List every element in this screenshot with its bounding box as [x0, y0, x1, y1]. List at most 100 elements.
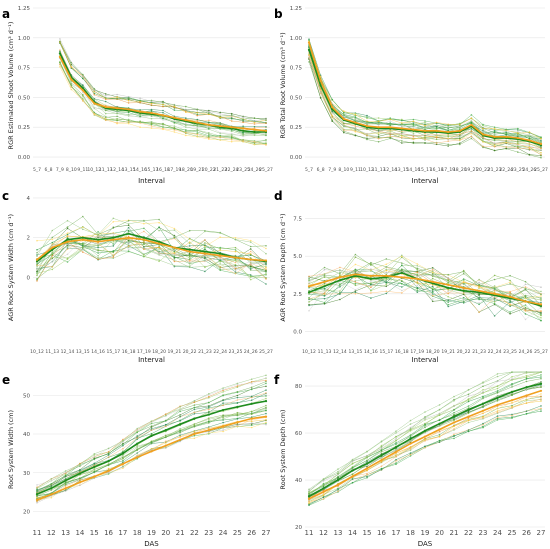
- genotype-point: [412, 141, 415, 144]
- genotype-point: [339, 283, 341, 286]
- genotype-point: [524, 306, 527, 309]
- genotype-point: [265, 395, 267, 397]
- x-tick-label: 17_19: [137, 349, 151, 355]
- genotype-point: [150, 442, 153, 445]
- genotype-point: [496, 390, 499, 392]
- genotype-point: [395, 462, 397, 464]
- genotype-point: [208, 136, 210, 138]
- genotype-point: [401, 131, 403, 134]
- genotype-point: [139, 99, 141, 102]
- genotype-point: [82, 100, 84, 102]
- mean-point: [81, 238, 84, 241]
- x-tick-label: 23: [204, 529, 213, 537]
- genotype-point: [158, 253, 160, 255]
- mean-point: [207, 123, 210, 126]
- genotype-point: [173, 254, 176, 256]
- genotype-point: [380, 440, 383, 443]
- genotype-point: [319, 91, 322, 93]
- genotype-line: [308, 266, 542, 295]
- genotype-point: [540, 151, 542, 154]
- genotype-point: [370, 297, 372, 299]
- genotype-line: [308, 405, 542, 506]
- genotype-point: [116, 96, 118, 98]
- genotype-point: [230, 118, 233, 120]
- mean-point: [307, 497, 311, 500]
- x-tick-label: 5_7: [33, 167, 41, 173]
- genotype-point: [424, 142, 426, 144]
- genotype-point: [453, 409, 455, 411]
- genotype-point: [208, 422, 210, 424]
- genotype-point: [82, 243, 84, 246]
- mean-point: [253, 128, 256, 131]
- genotype-point: [185, 105, 187, 108]
- mean-point: [423, 435, 427, 438]
- x-tick-label: 17_19: [168, 167, 182, 173]
- mean-point: [481, 133, 485, 136]
- genotype-point: [236, 394, 239, 397]
- genotype-point: [193, 434, 196, 437]
- genotype-point: [158, 260, 160, 263]
- genotype-point: [79, 477, 81, 479]
- genotype-point: [173, 236, 176, 239]
- genotype-point: [496, 373, 499, 375]
- genotype-point: [496, 410, 499, 412]
- x-tick-label: 17: [392, 529, 401, 537]
- mean-point: [369, 277, 372, 280]
- genotype-point: [447, 138, 450, 141]
- x-tick-label: 13_15: [122, 167, 136, 173]
- mean-point: [93, 102, 96, 105]
- genotype-point: [540, 374, 542, 376]
- genotype-point: [366, 456, 368, 459]
- mean-point: [173, 116, 176, 119]
- genotype-point: [230, 134, 233, 137]
- genotype-point: [482, 141, 484, 143]
- genotype-point: [525, 402, 528, 404]
- genotype-point: [97, 245, 99, 247]
- genotype-point: [528, 145, 531, 147]
- genotype-point: [493, 142, 496, 145]
- genotype-point: [66, 243, 69, 246]
- genotype-point: [540, 410, 542, 412]
- genotype-point: [208, 126, 210, 129]
- genotype-point: [482, 145, 484, 148]
- genotype-point: [265, 389, 267, 391]
- genotype-point: [482, 389, 484, 391]
- genotype-point: [453, 405, 455, 407]
- mean-point: [253, 130, 256, 134]
- genotype-point: [416, 280, 419, 283]
- genotype-point: [540, 371, 542, 373]
- mean-point: [93, 475, 96, 478]
- genotype-point: [337, 470, 339, 473]
- genotype-point: [540, 298, 542, 300]
- genotype-point: [185, 109, 187, 111]
- genotype-line: [36, 240, 267, 274]
- mean-point: [307, 48, 311, 51]
- genotype-point: [219, 136, 221, 138]
- genotype-point: [70, 66, 73, 68]
- mean-point: [64, 479, 67, 482]
- genotype-point: [467, 400, 470, 403]
- genotype-point: [438, 433, 441, 436]
- mean-point: [365, 462, 369, 465]
- genotype-point: [453, 411, 455, 414]
- genotype-point: [93, 93, 96, 96]
- genotype-point: [509, 305, 511, 308]
- genotype-point: [150, 125, 153, 127]
- genotype-line: [308, 270, 542, 306]
- genotype-point: [511, 404, 513, 407]
- genotype-point: [185, 131, 187, 134]
- genotype-point: [496, 411, 499, 414]
- mean-point: [509, 295, 512, 298]
- genotype-point: [165, 420, 167, 422]
- y-tick-label: 0.50: [18, 95, 31, 101]
- genotype-point: [540, 312, 542, 315]
- genotype-point: [524, 283, 527, 286]
- genotype-point: [528, 135, 531, 138]
- genotype-point: [104, 93, 107, 95]
- genotype-point: [401, 269, 403, 272]
- genotype-point: [158, 246, 160, 249]
- mean-point: [435, 129, 438, 132]
- mean-point: [150, 434, 153, 437]
- genotype-point: [162, 126, 164, 128]
- genotype-point: [250, 420, 253, 423]
